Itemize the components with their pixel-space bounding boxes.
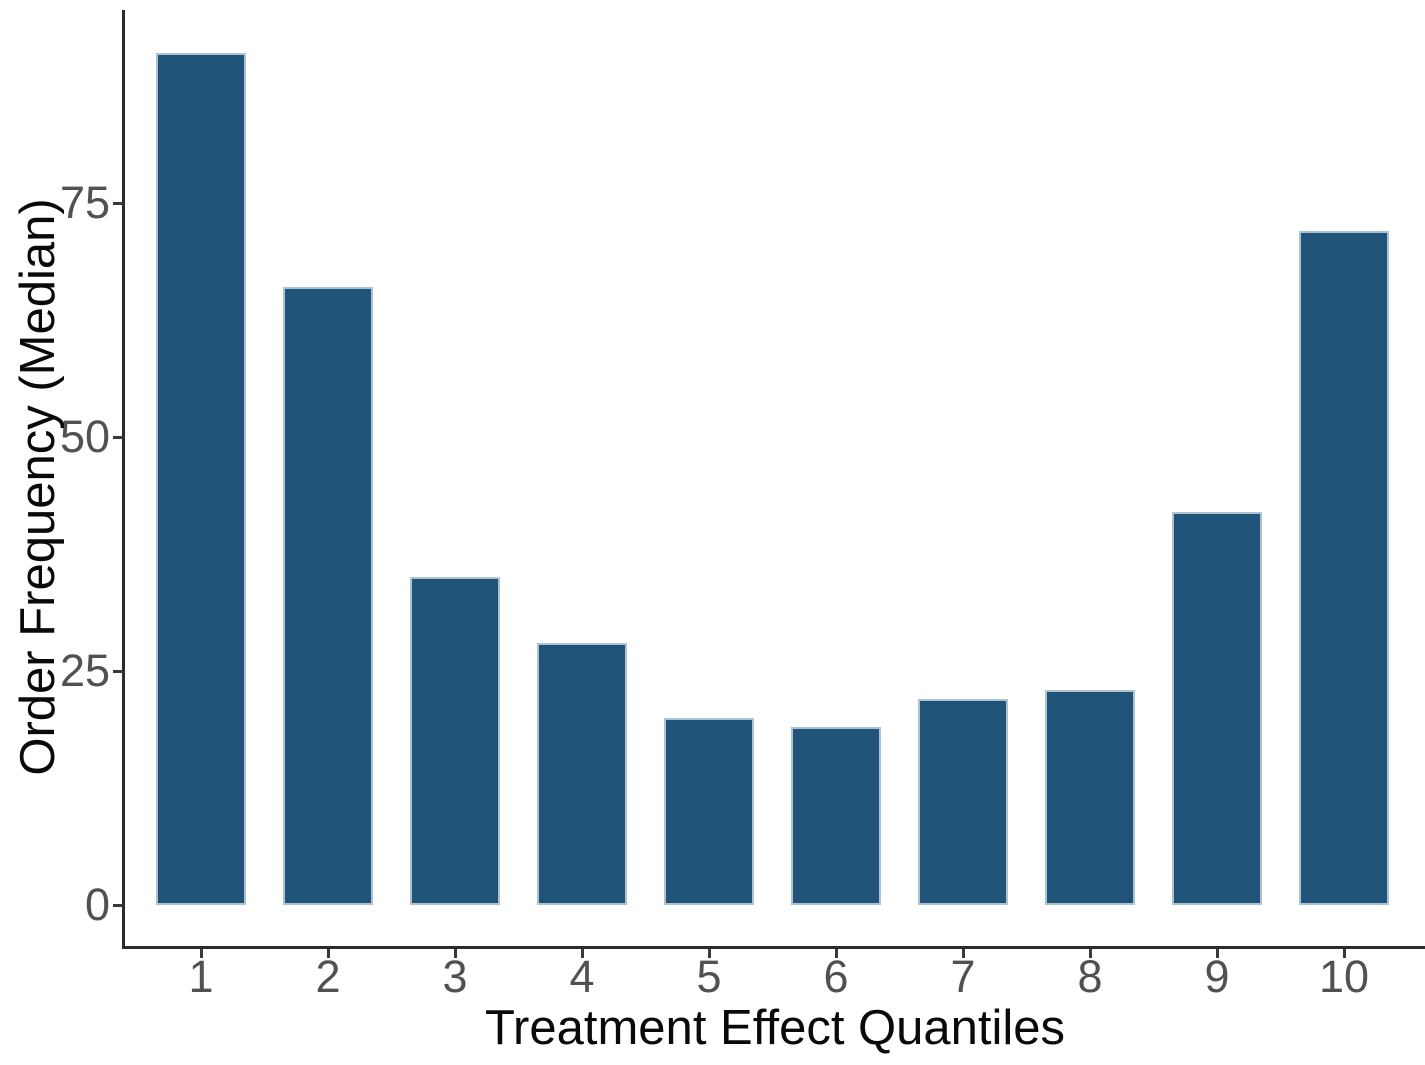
y-axis-title: Order Frequency (Median) [11, 198, 65, 776]
x-tick-mark [1215, 949, 1219, 958]
x-axis-line [122, 946, 1425, 949]
x-tick-mark [834, 949, 838, 958]
bar-quantile-9 [1172, 511, 1262, 905]
bar-quantile-3 [410, 577, 500, 905]
bar-quantile-6 [791, 727, 881, 905]
x-tick-label: 9 [1204, 951, 1230, 1002]
x-tick-label: 6 [823, 951, 849, 1002]
x-tick-label: 10 [1318, 951, 1370, 1002]
x-tick-label: 2 [315, 951, 341, 1002]
x-tick-label: 3 [442, 951, 468, 1002]
x-tick-mark [580, 949, 584, 958]
x-tick-label: 8 [1077, 951, 1103, 1002]
x-axis-title: Treatment Effect Quantiles [484, 1001, 1066, 1055]
x-tick-mark [961, 949, 965, 958]
x-tick-mark [707, 949, 711, 958]
x-tick-label: 4 [569, 951, 595, 1002]
y-tick-label: 75 [59, 177, 110, 228]
x-tick-mark [199, 949, 203, 958]
bar-quantile-2 [283, 287, 373, 905]
bar-quantile-1 [156, 53, 246, 905]
bar-quantile-8 [1045, 689, 1135, 905]
y-tick-label: 50 [59, 411, 110, 462]
x-tick-label: 7 [950, 951, 976, 1002]
x-tick-mark [1342, 949, 1346, 958]
y-tick-mark [113, 669, 123, 673]
bar-quantile-7 [918, 699, 1008, 905]
x-tick-mark [1088, 949, 1092, 958]
x-tick-label: 1 [188, 951, 214, 1002]
bar-quantile-5 [664, 717, 754, 905]
y-axis-line [122, 10, 125, 948]
y-tick-mark [113, 903, 123, 907]
bar-quantile-10 [1299, 231, 1389, 905]
y-tick-mark [113, 201, 123, 205]
x-tick-mark [326, 949, 330, 958]
bar-quantile-4 [537, 642, 627, 905]
y-tick-label: 0 [84, 879, 110, 930]
x-tick-label: 5 [696, 951, 722, 1002]
x-tick-mark [453, 949, 457, 958]
y-tick-mark [113, 435, 123, 439]
y-tick-label: 25 [59, 645, 110, 696]
